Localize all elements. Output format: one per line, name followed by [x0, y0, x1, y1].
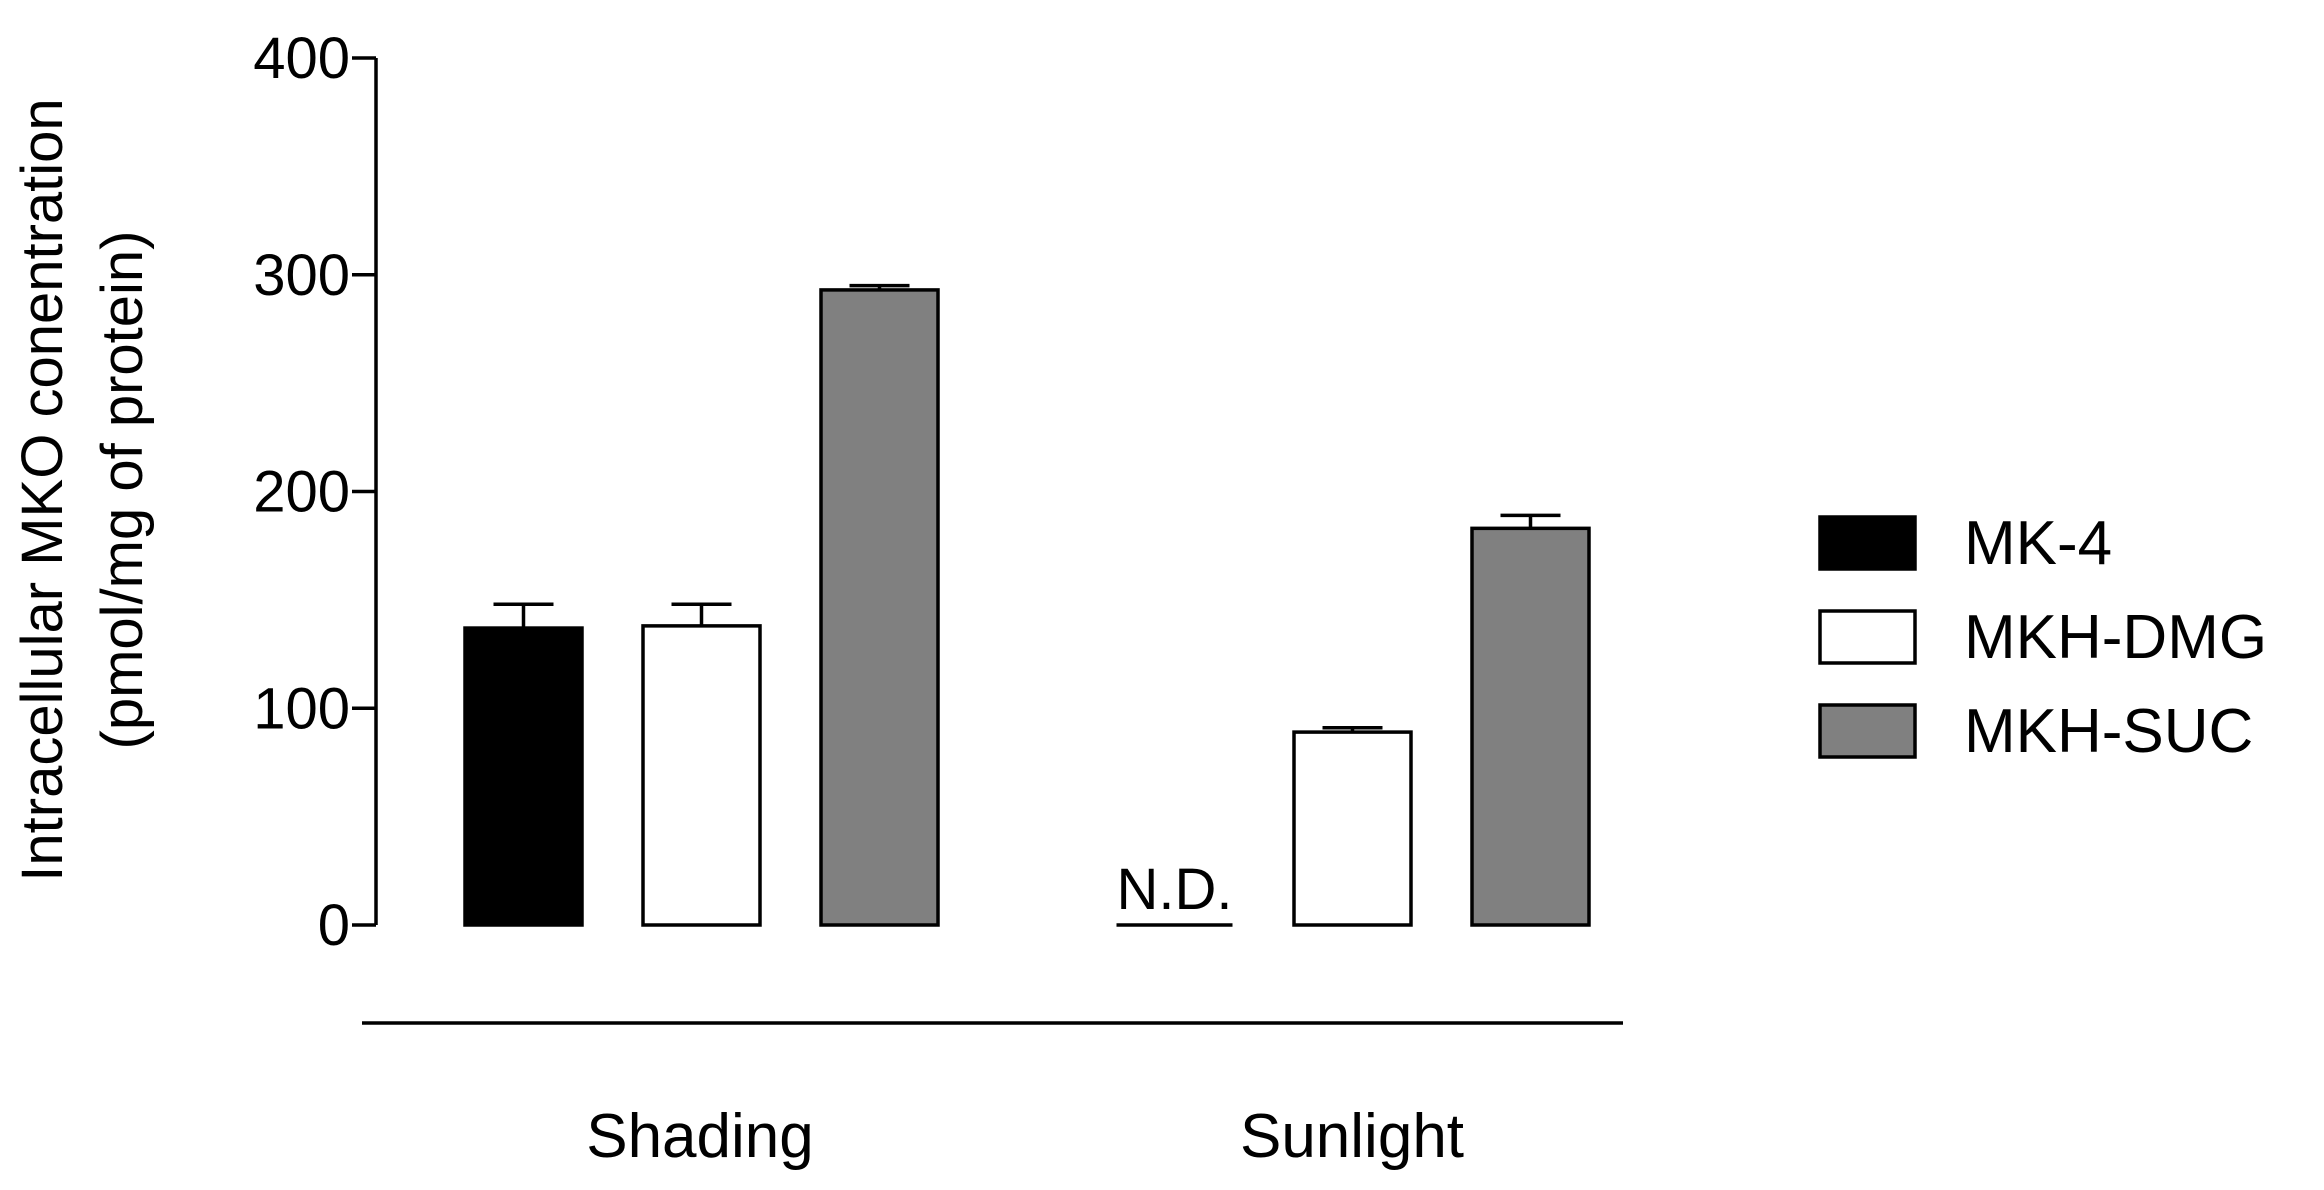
category-label-shading: Shading	[586, 1102, 814, 1171]
axes: 0 100 200 300 400	[253, 26, 1623, 1025]
category-label-sunlight: Sunlight	[1240, 1102, 1464, 1171]
legend: MK-4 MKH-DMG MKH-SUC	[1818, 509, 2267, 766]
x-axis-labels: Shading Sunlight	[586, 1102, 1464, 1171]
legend-label: MK-4	[1964, 509, 2112, 578]
bar-sunlight-mkh-dmg	[1292, 730, 1413, 927]
annotations: N.D.	[1116, 857, 1233, 927]
y-tick-label: 300	[253, 243, 350, 308]
legend-swatch	[1818, 609, 1917, 665]
nd-annotation: N.D.	[1117, 857, 1233, 922]
bar-shading-mkh-dmg	[641, 624, 762, 927]
y-axis-title: Intracellular MKO conentration (pmol/mg …	[10, 98, 155, 881]
y-tick-label: 200	[253, 460, 350, 525]
bar-shading-mk-4	[463, 626, 584, 927]
legend-swatch	[1818, 515, 1917, 571]
legend-swatch	[1818, 703, 1917, 759]
bar-sunlight-mkh-suc	[1470, 526, 1591, 927]
y-axis-title-line1: Intracellular MKO conentration	[10, 98, 75, 881]
y-tick-label: 100	[253, 676, 350, 741]
bars	[463, 283, 1591, 927]
y-tick-label: 0	[318, 893, 350, 958]
bar-shading-mkh-suc	[819, 288, 940, 927]
y-axis-title-line2: (pmol/mg of protein)	[90, 231, 155, 750]
legend-label: MKH-SUC	[1964, 697, 2253, 766]
legend-label: MKH-DMG	[1964, 603, 2267, 672]
y-tick-label: 400	[253, 26, 350, 91]
